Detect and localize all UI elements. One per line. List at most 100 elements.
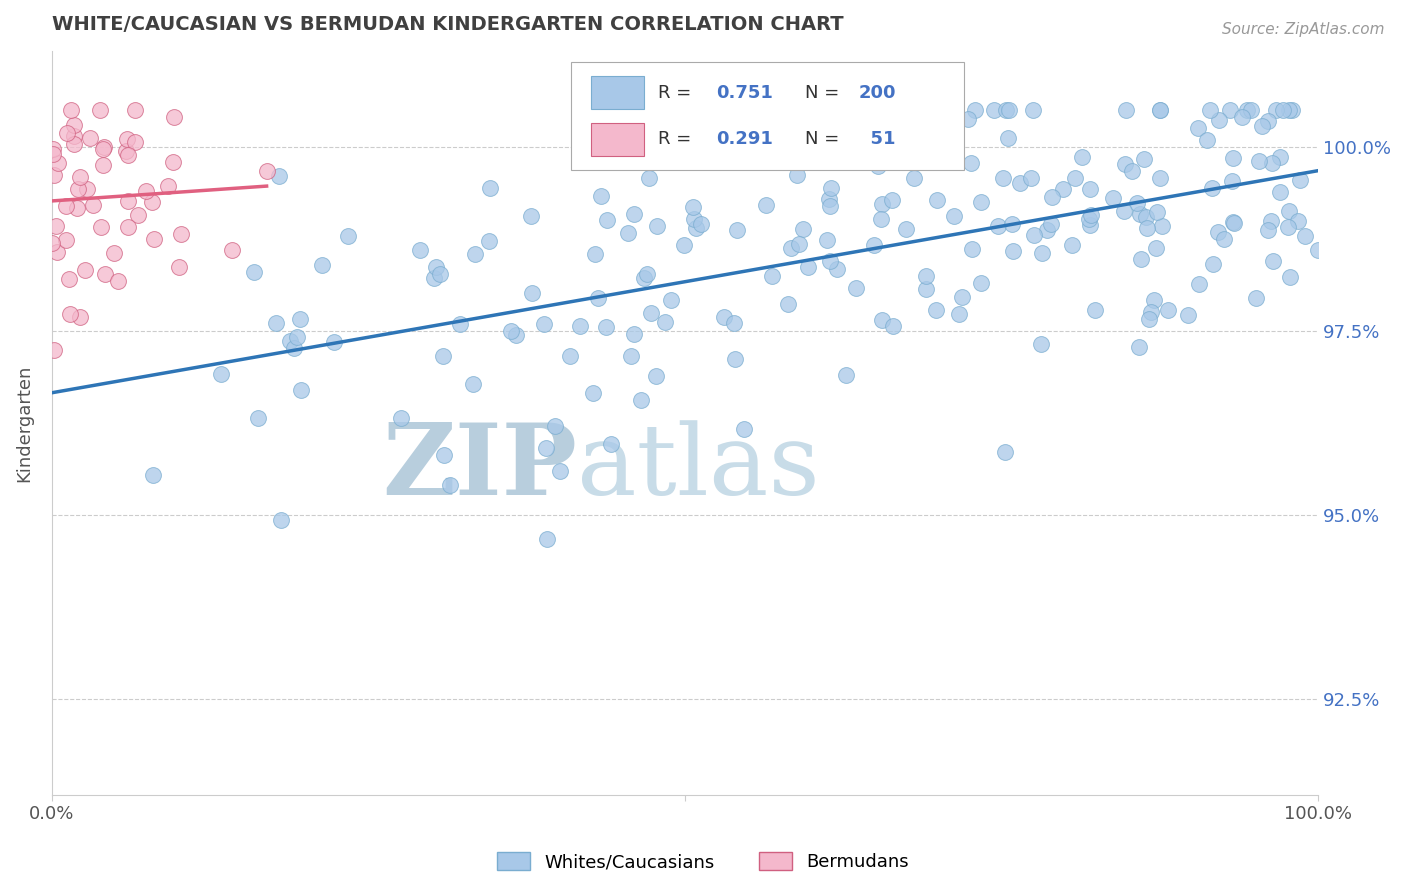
Point xyxy=(1078,182,1101,196)
Point xyxy=(69,170,91,185)
Point xyxy=(211,367,233,381)
Point xyxy=(283,341,305,355)
Point xyxy=(620,349,643,363)
Point xyxy=(1019,170,1042,185)
Point xyxy=(1040,217,1063,231)
Point xyxy=(1240,103,1263,117)
Point xyxy=(501,324,523,338)
Point xyxy=(534,441,557,455)
Point xyxy=(117,147,139,161)
Point xyxy=(55,199,77,213)
Point xyxy=(645,368,668,383)
Point xyxy=(623,207,645,221)
Point xyxy=(94,267,117,281)
Y-axis label: Kindergarten: Kindergarten xyxy=(15,364,32,482)
Point xyxy=(114,144,136,158)
Point xyxy=(322,334,344,349)
Point xyxy=(1112,203,1135,218)
Point xyxy=(156,178,179,193)
Point xyxy=(825,261,848,276)
Point xyxy=(117,131,139,145)
Point xyxy=(1206,226,1229,240)
Point xyxy=(623,327,645,342)
Point xyxy=(797,260,820,274)
Point xyxy=(311,258,333,272)
Point xyxy=(914,269,936,284)
Point xyxy=(983,103,1005,117)
Point xyxy=(672,237,695,252)
Point xyxy=(505,327,527,342)
Point xyxy=(1132,152,1154,166)
Point xyxy=(1222,174,1244,188)
Point xyxy=(789,103,811,117)
Point xyxy=(963,103,986,117)
Point xyxy=(1257,113,1279,128)
Point xyxy=(1022,227,1045,242)
Point xyxy=(787,236,810,251)
Point xyxy=(839,103,862,117)
Point xyxy=(124,103,146,117)
Point xyxy=(269,169,291,183)
Point xyxy=(1121,164,1143,178)
Point xyxy=(1031,246,1053,260)
Point xyxy=(1128,340,1150,354)
Point xyxy=(568,319,591,334)
Point xyxy=(1177,309,1199,323)
Point xyxy=(75,262,97,277)
Point xyxy=(479,181,502,195)
Point xyxy=(76,181,98,195)
Point xyxy=(90,219,112,234)
Point xyxy=(389,410,412,425)
Point xyxy=(640,306,662,320)
Point xyxy=(1261,155,1284,169)
FancyBboxPatch shape xyxy=(571,62,963,169)
Point xyxy=(1001,217,1024,231)
Point xyxy=(91,158,114,172)
Point xyxy=(55,233,77,247)
Point xyxy=(875,152,897,166)
Point xyxy=(845,281,868,295)
Point xyxy=(1260,213,1282,227)
Point xyxy=(1222,215,1244,229)
Point xyxy=(62,129,84,144)
Point xyxy=(586,291,609,305)
Point xyxy=(1029,337,1052,351)
Point xyxy=(288,311,311,326)
Point xyxy=(776,297,799,311)
Text: 51: 51 xyxy=(859,130,896,148)
Point xyxy=(997,130,1019,145)
Point xyxy=(59,308,82,322)
Point xyxy=(1236,103,1258,117)
Point xyxy=(103,245,125,260)
Point xyxy=(1230,110,1253,124)
Point xyxy=(422,271,444,285)
Point xyxy=(894,222,917,236)
Point xyxy=(915,282,938,296)
Point xyxy=(117,194,139,208)
Point xyxy=(246,410,269,425)
Point xyxy=(1063,171,1085,186)
Text: 200: 200 xyxy=(859,84,896,102)
Point xyxy=(870,212,893,227)
Point xyxy=(903,171,925,186)
Point xyxy=(1212,232,1234,246)
Point xyxy=(408,243,430,257)
Point xyxy=(969,276,991,290)
Point xyxy=(1002,244,1025,259)
Point xyxy=(792,222,814,236)
Text: R =: R = xyxy=(658,84,692,102)
Point xyxy=(1143,293,1166,307)
Point xyxy=(685,221,707,235)
Point xyxy=(1219,103,1241,117)
Point xyxy=(107,274,129,288)
Point xyxy=(1249,154,1271,169)
Point xyxy=(1251,119,1274,133)
Point xyxy=(519,210,541,224)
Point xyxy=(734,153,756,167)
Point xyxy=(60,103,83,117)
Point xyxy=(863,238,886,252)
Point xyxy=(221,243,243,257)
Text: N =: N = xyxy=(806,84,839,102)
Point xyxy=(1277,103,1299,117)
Point xyxy=(429,267,451,281)
